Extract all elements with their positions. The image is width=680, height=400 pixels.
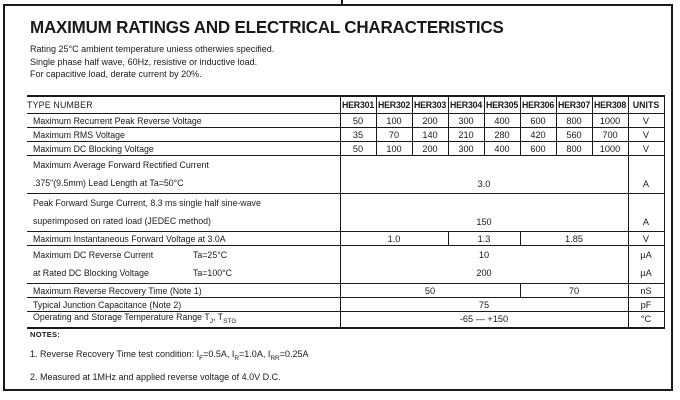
value-cell: 70: [375, 127, 412, 142]
model-column-header: HER305: [483, 96, 520, 114]
model-column-header: HER306: [519, 96, 556, 114]
table-row: Maximum DC Blocking Voltage 50 100 200 300 40…: [27, 141, 664, 156]
label-condition: Ta=25°C: [193, 250, 228, 260]
row-label: Maximum Reverse Recovery Time (Note 1): [27, 283, 340, 298]
unit-cell: V: [627, 231, 664, 246]
model-column-header: HER307: [555, 96, 592, 114]
value-cell: 1.85: [519, 231, 628, 246]
value-cell: 10 200: [339, 245, 628, 284]
unit-cell: pF: [627, 297, 664, 312]
unit-cell: V: [627, 127, 664, 142]
value-cell: 50: [339, 283, 520, 298]
row-label: Typical Junction Capacitance (Note 2): [27, 297, 340, 312]
value-cell: 200: [411, 141, 448, 156]
table-row: Peak Forward Surge Current, 8.3 ms singl…: [27, 193, 664, 232]
row-label: Peak Forward Surge Current, 8.3 ms singl…: [27, 193, 340, 232]
page-border: [3, 4, 673, 391]
unit-cell: nS: [627, 283, 664, 298]
value-cell: 420: [519, 127, 556, 142]
label-condition: Ta=100°C: [193, 268, 232, 278]
table-row: Operating and Storage Temperature Range …: [27, 311, 664, 329]
value-cell: 400: [483, 113, 520, 128]
table-header-row: TYPE NUMBER HER301 HER302 HER303 HER304 HER30…: [27, 96, 664, 114]
unit-cell: V: [627, 113, 664, 128]
model-column-header: HER304: [447, 96, 484, 114]
value-cell: 1.0: [339, 231, 448, 246]
unit-cell: µA µA: [627, 245, 664, 284]
unit-cell: A: [627, 193, 664, 232]
value-cell: 200: [411, 113, 448, 128]
row-label: Maximum Recurrent Peak Reverse Voltage: [27, 113, 340, 128]
rating-conditions: Rating 25°C ambient temperature uniess o…: [30, 43, 274, 81]
value-cell: 1.3: [447, 231, 520, 246]
value-cell: 150: [339, 193, 628, 232]
row-label: Maximum RMS Voltage: [27, 127, 340, 142]
row-label: Operating and Storage Temperature Range …: [27, 311, 340, 329]
value-cell: 1000: [591, 141, 628, 156]
value-cell: 400: [483, 141, 520, 156]
value-cell: 1000: [591, 113, 628, 128]
value-cell: 560: [555, 127, 592, 142]
value-cell: 700: [591, 127, 628, 142]
notes-heading: NOTES:: [30, 330, 61, 339]
model-column-header: HER302: [375, 96, 412, 114]
value-cell: 70: [519, 283, 628, 298]
row-label: Maximum DC Reverse Current Ta=25°C at Rate…: [27, 245, 340, 284]
value-cell: 280: [483, 127, 520, 142]
value-cell: 800: [555, 113, 592, 128]
value-cell: 50: [339, 141, 376, 156]
value-cell: 35: [339, 127, 376, 142]
unit-cell: °C: [627, 311, 664, 329]
row-label: Maximum Instantaneous Forward Voltage at…: [27, 231, 340, 246]
top-edge-divider-tick: [341, 0, 343, 6]
unit-cell: A: [627, 155, 664, 194]
value-cell: 140: [411, 127, 448, 142]
section-title: MAXIMUM RATINGS AND ELECTRICAL CHARACTER…: [30, 17, 504, 37]
table-row: Maximum DC Reverse Current Ta=25°C at Rate…: [27, 245, 664, 284]
type-number-header: TYPE NUMBER: [27, 96, 340, 114]
table-row: Maximum Average Forward Rectified Curren…: [27, 155, 664, 194]
condition-line-1: Rating 25°C ambient temperature uniess o…: [30, 44, 275, 54]
value-cell: 300: [447, 141, 484, 156]
row-label: Maximum Average Forward Rectified Curren…: [27, 155, 340, 194]
note-1: 1. Reverse Recovery Time test condition:…: [30, 349, 309, 362]
value-cell: 100: [375, 141, 412, 156]
table-row: Typical Junction Capacitance (Note 2) 75 p…: [27, 297, 664, 312]
unit-cell: V: [627, 141, 664, 156]
model-column-header: HER301: [339, 96, 376, 114]
value-cell: -65 — +150: [339, 311, 628, 329]
table-row: Maximum Instantaneous Forward Voltage at…: [27, 231, 664, 246]
model-column-header: HER308: [591, 96, 628, 114]
model-column-header: HER303: [411, 96, 448, 114]
value-cell: 75: [339, 297, 628, 312]
value-cell: 50: [339, 113, 376, 128]
value-cell: 600: [519, 141, 556, 156]
value-cell: 210: [447, 127, 484, 142]
value-cell: 300: [447, 113, 484, 128]
table-row: Maximum RMS Voltage 35 70 140 210 280 420 560 70…: [27, 127, 664, 142]
value-cell: 800: [555, 141, 592, 156]
ratings-table: TYPE NUMBER HER301 HER302 HER303 HER304 HER30…: [27, 95, 665, 329]
table-row: Maximum Recurrent Peak Reverse Voltage 50…: [27, 113, 664, 128]
row-label: Maximum DC Blocking Voltage: [27, 141, 340, 156]
value-cell: 100: [375, 113, 412, 128]
table-row: Maximum Reverse Recovery Time (Note 1) 50…: [27, 283, 664, 298]
value-cell: 3.0: [339, 155, 628, 194]
note-2: 2. Measured at 1MHz and applied reverse …: [30, 372, 281, 382]
units-column-header: UNITS: [627, 96, 664, 114]
condition-line-3: For capacitive load, derate current by 2…: [30, 69, 202, 79]
condition-line-2: Single phase half wave, 60Hz, resistive …: [30, 56, 258, 67]
value-cell: 600: [519, 113, 556, 128]
